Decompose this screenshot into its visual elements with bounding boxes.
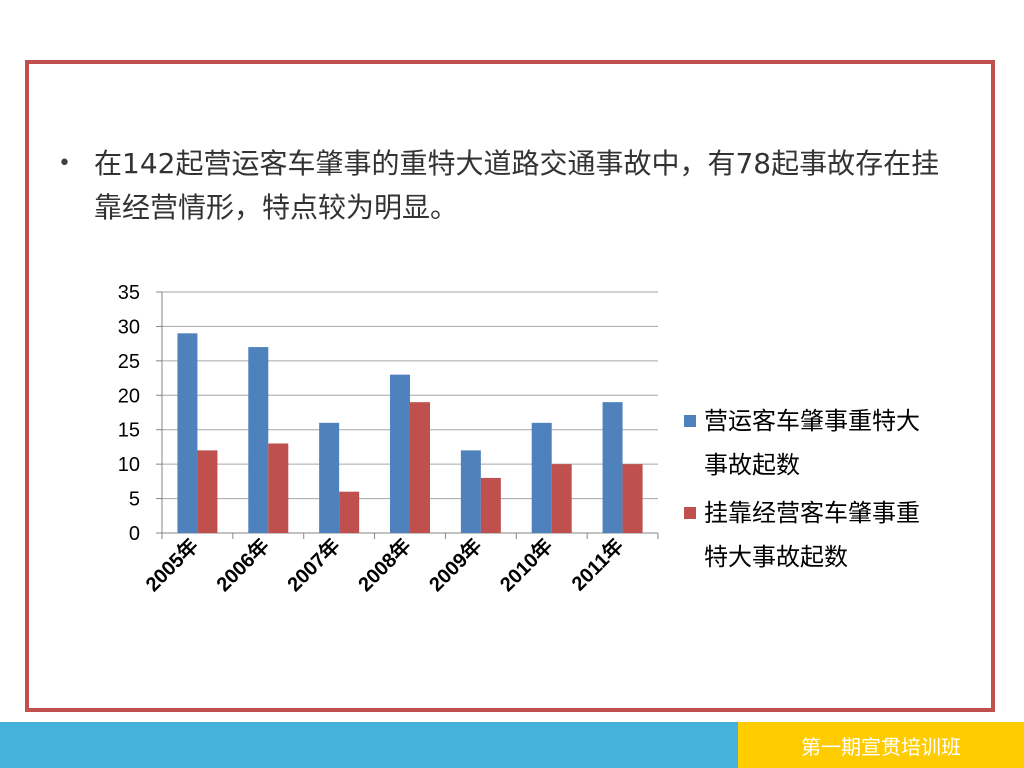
bar-total bbox=[248, 347, 269, 533]
x-tick-label: 2010年 bbox=[495, 534, 558, 597]
y-tick-label: 0 bbox=[129, 523, 140, 545]
footer-bar-right: 第一期宣贯培训班 bbox=[738, 722, 1024, 768]
bar-affiliated bbox=[339, 491, 360, 533]
y-tick-label: 5 bbox=[129, 489, 140, 511]
bar-affiliated bbox=[197, 450, 218, 533]
bar-affiliated bbox=[622, 464, 643, 533]
x-tick-label: 2006年 bbox=[211, 534, 274, 597]
legend-label: 特大事故起数 bbox=[704, 544, 848, 571]
footer-bar-left bbox=[0, 722, 738, 768]
x-tick-label: 2005年 bbox=[140, 534, 203, 597]
y-tick-label: 35 bbox=[118, 282, 140, 304]
y-tick-label: 30 bbox=[118, 316, 140, 338]
bar-affiliated bbox=[268, 443, 289, 533]
y-tick-label: 25 bbox=[118, 351, 140, 373]
bar-total bbox=[602, 402, 623, 533]
y-tick-label: 20 bbox=[118, 385, 140, 407]
bar-affiliated bbox=[551, 464, 572, 533]
legend-label: 营运客车肇事重特大 bbox=[704, 408, 920, 435]
bar-affiliated bbox=[410, 402, 430, 533]
y-tick-label: 15 bbox=[118, 420, 140, 442]
legend-swatch bbox=[684, 507, 696, 519]
bar-total bbox=[460, 450, 481, 533]
legend-label: 挂靠经营客车肇事重 bbox=[704, 500, 920, 527]
bar-affiliated bbox=[480, 477, 501, 533]
x-tick-label: 2007年 bbox=[282, 534, 345, 597]
x-tick-label: 2009年 bbox=[424, 534, 487, 597]
bullet-text: 在142起营运客车肇事的重特大道路交通事故中，有78起事故存在挂靠经营情形，特点… bbox=[94, 147, 940, 224]
bullet-dot-icon: • bbox=[58, 151, 71, 176]
legend-label: 事故起数 bbox=[704, 452, 800, 479]
y-tick-label: 10 bbox=[118, 454, 140, 476]
bar-total bbox=[390, 374, 410, 533]
x-tick-label: 2011年 bbox=[566, 534, 628, 596]
x-tick-label: 2008年 bbox=[353, 534, 416, 597]
footer-title: 第一期宣贯培训班 bbox=[801, 734, 961, 759]
bar-total bbox=[531, 422, 552, 533]
bar-total bbox=[319, 422, 340, 533]
bar-total bbox=[177, 333, 198, 533]
legend-swatch bbox=[684, 415, 696, 427]
